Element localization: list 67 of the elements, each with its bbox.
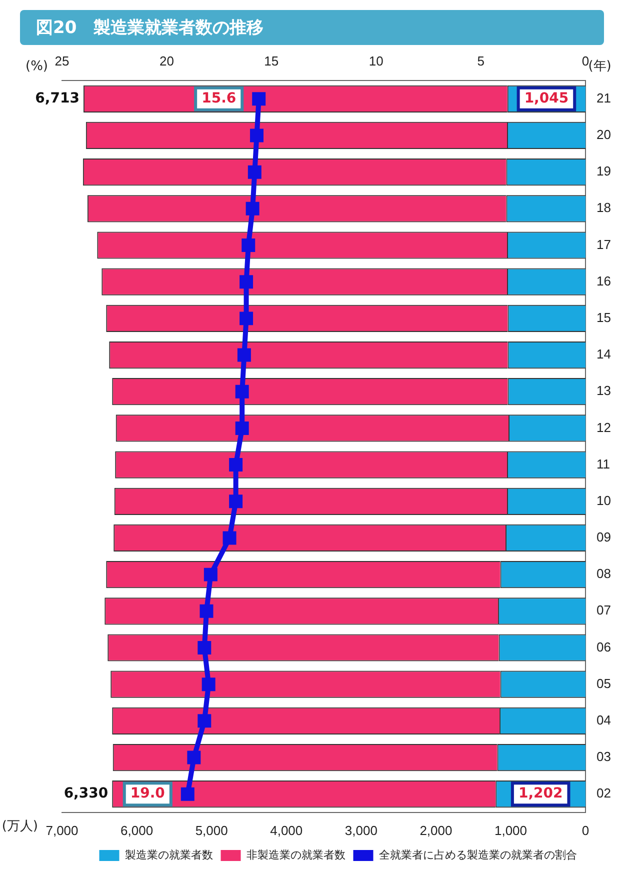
point: [248, 165, 262, 179]
point: [235, 384, 249, 398]
point: [235, 421, 249, 435]
y-tick-label: 19: [596, 164, 612, 179]
x-tick-label: 5,000: [195, 822, 228, 838]
x-tick-label: 2,000: [420, 822, 452, 838]
y-tick-label: 07: [596, 602, 612, 618]
point: [229, 494, 243, 508]
x2-tick-label: 5: [477, 53, 484, 68]
x2-axis-title: (%): [26, 58, 48, 74]
y-tick-label: 06: [596, 639, 612, 654]
point: [240, 275, 254, 289]
legend-label: 全就業者に占める製造業の就業者の割合: [378, 848, 577, 862]
point: [204, 568, 218, 582]
x2-tick-label: 15: [264, 53, 279, 68]
y-tick-label: 08: [596, 566, 612, 582]
x-tick-label: 0: [582, 822, 590, 838]
y-tick-label: 05: [596, 676, 612, 691]
y-tick-label: 14: [596, 346, 612, 362]
data-label: 15.6: [202, 90, 236, 107]
x2-tick-label: 0: [582, 53, 590, 68]
y-axis-title: (年): [588, 58, 612, 74]
x2-tick-label: 25: [54, 53, 70, 68]
point: [180, 787, 194, 801]
point: [229, 458, 243, 472]
y-tick-label: 20: [596, 127, 612, 142]
x-tick-label: 4,000: [270, 822, 303, 838]
y-tick-label: 18: [596, 200, 612, 216]
point: [252, 92, 266, 106]
point: [198, 641, 212, 654]
legend-label: 製造業の就業者数: [124, 848, 213, 862]
y-tick-label: 21: [596, 90, 612, 106]
y-tick-label: 12: [596, 420, 612, 435]
x2-tick-label: 20: [159, 53, 174, 68]
point: [222, 531, 236, 545]
y-tick-label: 03: [596, 749, 612, 764]
total-label: 6,713: [35, 90, 80, 107]
point: [187, 750, 201, 764]
point: [200, 604, 214, 618]
y-tick-label: 04: [596, 712, 612, 728]
point: [237, 348, 251, 362]
point: [240, 312, 254, 326]
y-tick-label: 17: [596, 236, 612, 252]
data-label: 1,202: [518, 786, 563, 802]
y-tick-label: 13: [596, 383, 612, 398]
data-label: 1,045: [524, 90, 569, 107]
point: [202, 678, 216, 692]
x2-tick-label: 10: [368, 53, 384, 68]
x-tick-label: 3,000: [344, 822, 378, 838]
x-tick-label: 6,000: [120, 822, 154, 838]
y-tick-label: 02: [596, 786, 612, 801]
point: [250, 128, 264, 142]
data-label: 19.0: [130, 786, 166, 802]
y-tick-label: 09: [596, 530, 612, 545]
y-tick-label: 15: [596, 310, 612, 326]
point: [198, 714, 212, 728]
y-tick-label: 10: [596, 492, 612, 508]
point: [242, 238, 256, 252]
chart-title: 図20 製造業就業者数の推移: [20, 10, 604, 45]
total-label: 6,330: [64, 786, 108, 802]
legend-label: 非製造業の就業者数: [246, 848, 346, 862]
point: [246, 202, 260, 216]
x-axis-title: (万人): [2, 818, 38, 834]
y-tick-label: 11: [596, 456, 610, 472]
y-tick-label: 16: [596, 273, 612, 288]
x-tick-label: 1,000: [494, 822, 528, 838]
x-tick-label: 7,000: [46, 822, 78, 838]
